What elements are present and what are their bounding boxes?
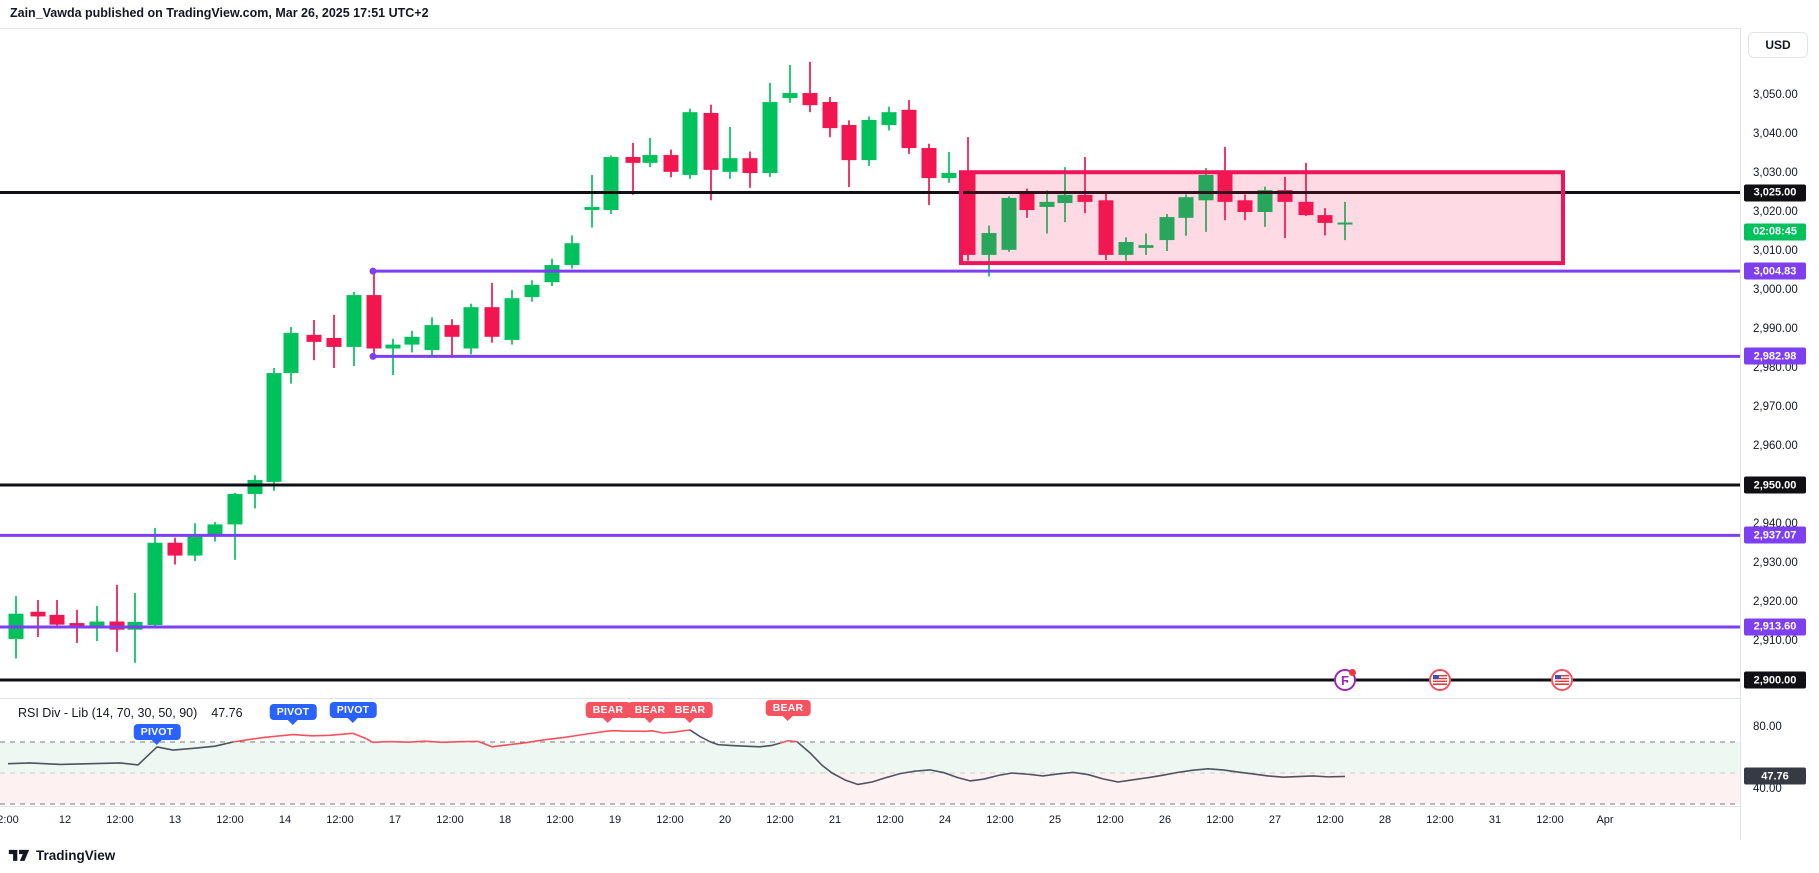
tradingview-logo-icon	[8, 849, 30, 861]
us-flag-event-icon[interactable]	[1429, 669, 1451, 691]
publisher-line: Zain_Vawda published on TradingView.com,…	[10, 6, 429, 20]
rsi-bottom-divider	[0, 806, 1740, 807]
rsi-indicator-value: 47.76	[211, 706, 243, 720]
lightning-event-icon[interactable]: Ϝ	[1334, 669, 1356, 691]
us-flag-event-icon[interactable]	[1551, 669, 1573, 691]
pane-divider[interactable]	[0, 698, 1740, 699]
tradingview-brand-text: TradingView	[36, 847, 116, 863]
rsi-indicator-title: RSI Div - Lib (14, 70, 30, 50, 90)	[18, 706, 198, 720]
tradingview-logo[interactable]: TradingView	[8, 846, 115, 864]
header-divider	[0, 28, 1819, 29]
price-axis[interactable]	[1740, 28, 1819, 840]
publisher-header: Zain_Vawda published on TradingView.com,…	[0, 0, 1819, 28]
currency-toggle-button[interactable]: USD	[1748, 32, 1808, 58]
rsi-indicator-legend[interactable]: RSI Div - Lib (14, 70, 30, 50, 90) 47.76	[18, 706, 243, 720]
